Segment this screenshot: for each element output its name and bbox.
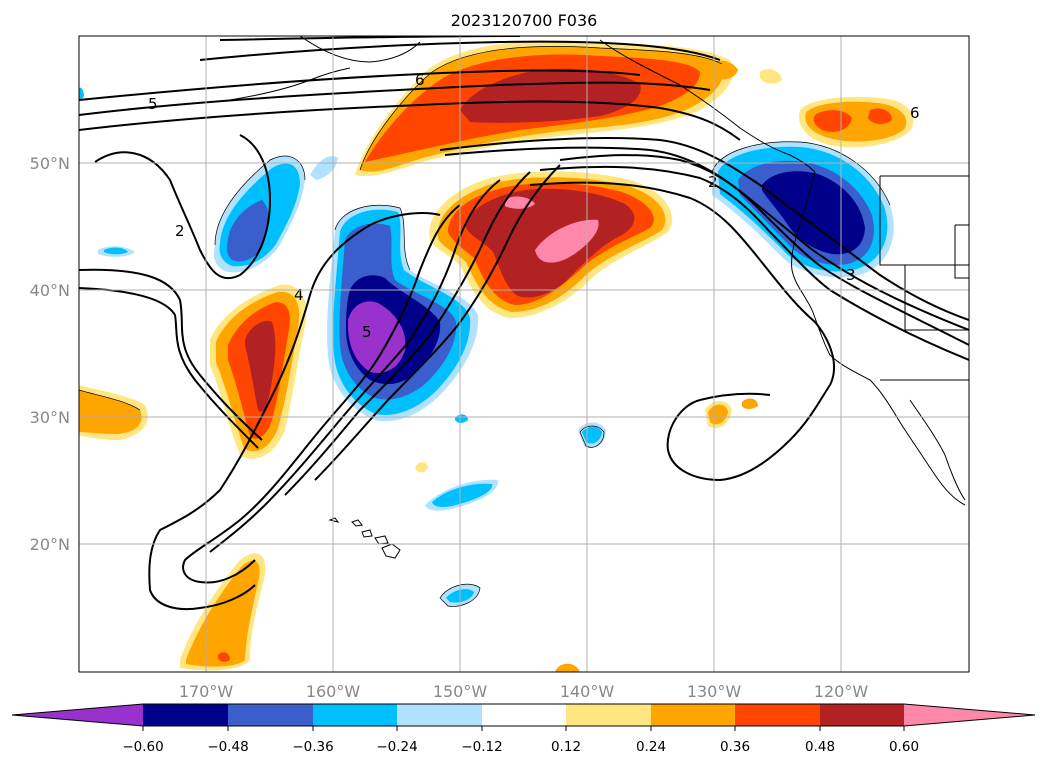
anomaly-outlines: [79, 46, 891, 607]
lat-label: 20°N: [30, 535, 70, 554]
contour-subtropical-1: [666, 384, 831, 482]
contour-label: 2: [175, 222, 185, 240]
colorbar-segment: [313, 704, 397, 726]
contour-label: 4: [294, 286, 304, 304]
colorbar-extend-high: [904, 704, 1035, 726]
colorbar-extend-low: [12, 704, 143, 726]
colorbar-segment: [143, 704, 228, 726]
contour-label: 2: [708, 173, 718, 191]
contour-label: 5: [148, 95, 158, 113]
contour-trough-3: [209, 179, 501, 553]
positive-anomaly-small-blobs: [415, 398, 758, 672]
contour-subtropical-2: [699, 392, 771, 401]
colorbar-tick-label: −0.36: [292, 739, 333, 755]
lon-label: 140°W: [560, 682, 615, 701]
west-coast-north-america: [791, 171, 966, 506]
colorbar-ticks: [142, 726, 905, 731]
contour-ridge-4: [539, 165, 969, 361]
negative-anomaly-pacific-northwest: [712, 141, 894, 278]
colorbar-tick-label: 0.60: [889, 739, 919, 755]
us-state-line-3: [954, 224, 969, 279]
colorbar: −0.60 −0.48 −0.36 −0.24 −0.12 0.12 0.24 …: [11, 703, 1036, 755]
latitude-labels: 50°N 40°N 30°N 20°N: [30, 154, 70, 554]
lat-label: 30°N: [30, 408, 70, 427]
contour-upper-1: [79, 81, 711, 116]
alaska-peninsula-coast: [299, 36, 421, 63]
colorbar-tick-label: 0.12: [551, 739, 581, 755]
colorbar-segment: [820, 704, 904, 726]
lon-label: 130°W: [687, 682, 742, 701]
contour-ridge-3: [559, 154, 969, 346]
alaska-panhandle-coast: [599, 39, 816, 173]
colorbar-segment: [228, 704, 313, 726]
lon-label: 120°W: [814, 682, 869, 701]
colorbar-tick-label: 0.36: [720, 739, 750, 755]
contour-label: 6: [415, 71, 425, 89]
longitude-labels: 170°W 160°W 150°W 140°W 130°W 120°W: [179, 682, 869, 701]
colorbar-segment: [397, 704, 482, 726]
contour-label: 6: [910, 104, 920, 122]
contour-west-loop-1: [94, 134, 272, 280]
contour-trough-5: [314, 164, 561, 481]
map-frame: [78, 35, 970, 673]
gridlines: [79, 36, 969, 672]
positive-anomaly-south: [180, 553, 266, 671]
contour-west-loop-2: [79, 268, 263, 441]
contour-ridge-1: [439, 137, 969, 321]
positive-anomaly-central-pacific: [429, 171, 673, 318]
contour-trough-1: [148, 212, 441, 610]
contour-upper-2: [79, 69, 641, 101]
colorbar-tick-label: −0.48: [207, 739, 248, 755]
colorbar-segment: [482, 704, 566, 726]
colorbar-tick-label: −0.24: [376, 739, 417, 755]
lat-label: 40°N: [30, 281, 70, 300]
colorbar-tick-label: −0.60: [122, 739, 163, 755]
colorbar-tick-label: −0.12: [461, 739, 502, 755]
colorbar-tick-label: 0.48: [805, 739, 835, 755]
us-state-line-1: [879, 176, 969, 266]
baja-california-coast: [909, 399, 966, 501]
contour-label: 5: [362, 323, 372, 341]
contour-west-loop-3: [79, 287, 259, 449]
height-contours: [79, 36, 969, 610]
contour-upper-4: [199, 40, 721, 61]
lat-label: 50°N: [30, 154, 70, 173]
contour-ridge-5: [529, 181, 835, 386]
contour-labels: 5 6 2 5 4 3 2 6: [148, 71, 920, 341]
positive-anomaly-far-west: [79, 385, 148, 440]
lon-label: 150°W: [433, 682, 488, 701]
map-panel: 5 6 2 5 4 3 2 6: [79, 36, 969, 672]
map-title: 2023120700 F036: [451, 11, 598, 30]
contour-trough-4: [284, 171, 531, 496]
colorbar-tick-label: 0.24: [636, 739, 666, 755]
positive-anomaly-west: [210, 284, 307, 459]
contour-label: 3: [846, 266, 856, 284]
lon-label: 170°W: [179, 682, 234, 701]
contour-trough-2: [182, 204, 461, 584]
coastlines: [229, 36, 969, 506]
lon-label: 160°W: [306, 682, 361, 701]
colorbar-segment: [566, 704, 651, 726]
positive-anomaly-pacific-northwest: [760, 69, 914, 148]
colorbar-segment: [735, 704, 820, 726]
us-state-line-2: [904, 265, 969, 331]
negative-anomaly-west-arc: [98, 155, 338, 273]
colorbar-segment: [651, 704, 735, 726]
